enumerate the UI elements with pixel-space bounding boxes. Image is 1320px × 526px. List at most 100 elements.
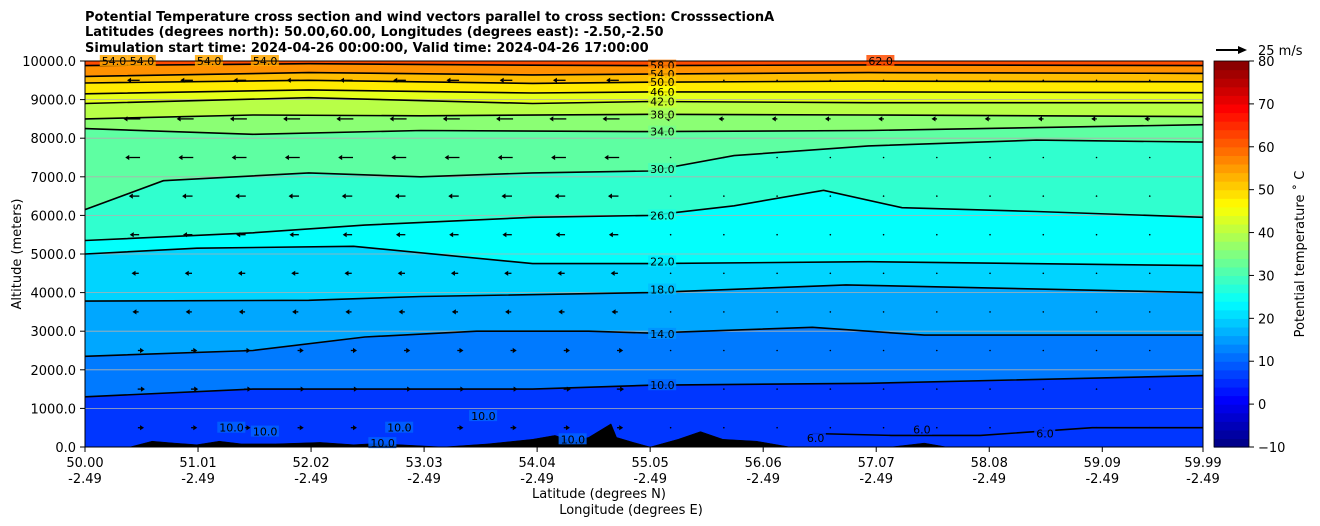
wind-arrow	[723, 426, 725, 429]
wind-arrow	[829, 156, 832, 159]
wind-arrow	[497, 154, 513, 161]
contour-label-bg	[804, 432, 826, 444]
wind-arrow	[1148, 349, 1151, 352]
y-axis-label: Altitude (meters)	[10, 199, 25, 310]
wind-arrow	[449, 232, 459, 238]
wind-arrow	[829, 349, 832, 352]
wind-arrow	[1148, 195, 1151, 197]
y-tick-label: 3000.0	[31, 325, 77, 340]
wind-arrow	[1144, 116, 1151, 122]
wind-arrow	[936, 195, 938, 197]
colorbar-band	[1214, 266, 1249, 277]
y-tick-label: 6000.0	[31, 209, 77, 224]
wind-arrow	[395, 193, 406, 199]
colorbar-band	[1214, 386, 1249, 397]
wind-arrow	[989, 388, 991, 390]
contour-label-bg	[648, 283, 677, 295]
contour-label: 10.0	[650, 379, 675, 392]
wind-arrow	[1095, 195, 1098, 197]
wind-arrow	[184, 270, 193, 276]
wind-arrow	[457, 347, 464, 354]
y-tick-label: 1000.0	[31, 402, 77, 417]
wind-arrow	[723, 233, 725, 236]
wind-arrow	[936, 311, 938, 313]
contour-label-bg	[1034, 427, 1056, 439]
wind-arrow	[1042, 272, 1045, 275]
wind-arrow	[125, 154, 141, 161]
chart-title-line-1: Potential Temperature cross section and …	[85, 10, 774, 25]
colorbar-tick-label: −10	[1258, 441, 1285, 456]
contour-label-bg	[217, 421, 246, 433]
colorbar-band	[1214, 95, 1249, 105]
wind-arrow	[504, 270, 512, 276]
quiver-key-label: 25 m/s	[1258, 44, 1303, 59]
wind-arrow	[669, 156, 672, 159]
contour-line-14	[85, 326, 1203, 358]
wind-arrow	[1095, 79, 1098, 82]
colorbar-band	[1214, 421, 1249, 431]
colorbar-band	[1214, 129, 1249, 139]
colorbar-tick-label: 70	[1258, 98, 1275, 113]
wind-arrow	[617, 347, 624, 354]
wind-arrow	[391, 154, 407, 161]
contour-line-22	[85, 245, 1203, 267]
wind-arrow	[776, 272, 778, 275]
x-tick-label-lat: 57.07	[858, 456, 895, 471]
wind-arrow	[669, 195, 672, 197]
wind-arrow	[1148, 156, 1151, 159]
x-tick-label-lon: -2.49	[972, 472, 1006, 487]
fill-band-54	[85, 63, 1203, 77]
wind-arrow	[555, 232, 566, 238]
y-ticks: 0.0 1000.0 2000.0 3000.0 4000.0 5000.0 6000.0 7…	[22, 55, 85, 456]
x-tick-label-lon: -2.49	[1186, 472, 1220, 487]
x-tick-label-lon: -2.49	[633, 472, 667, 487]
colorbar-band	[1214, 78, 1249, 88]
wind-arrow	[936, 349, 938, 352]
wind-arrow	[229, 116, 247, 122]
colorbar-tick-label: 60	[1258, 141, 1275, 156]
contour-label: 18.0	[650, 284, 675, 297]
contour-label: 38.0	[650, 108, 675, 121]
wind-arrow	[450, 270, 459, 276]
colorbar-band	[1214, 198, 1249, 208]
colorbar-band	[1214, 206, 1249, 216]
wind-arrow	[551, 154, 566, 161]
wind-arrow	[669, 311, 672, 313]
wind-arrow	[718, 116, 725, 122]
wind-arrow	[137, 386, 145, 392]
wind-arrow	[776, 156, 778, 159]
wind-arrow	[557, 270, 565, 276]
contour-line-6	[812, 426, 1203, 437]
y-tick-label: 4000.0	[31, 287, 77, 302]
wind-arrow	[297, 425, 304, 431]
wind-arrow	[669, 426, 672, 429]
contour-line-46	[85, 89, 1203, 95]
wind-arrow	[350, 347, 357, 354]
wind-arrow	[1037, 116, 1044, 122]
x-tick-label-lon: -2.49	[859, 472, 893, 487]
colorbar-band	[1214, 112, 1249, 122]
contour-line-50	[85, 79, 1203, 85]
wind-arrow	[398, 309, 405, 315]
wind-arrow	[341, 193, 353, 199]
wind-arrow	[288, 193, 300, 199]
wind-arrow	[984, 116, 991, 122]
wind-arrow	[989, 311, 991, 313]
wind-arrow	[231, 154, 247, 161]
wind-arrow	[723, 272, 725, 275]
contour-label: 6.0	[807, 432, 825, 445]
wind-arrow	[238, 309, 246, 315]
colorbar-band	[1214, 326, 1249, 337]
wind-arrow	[395, 232, 406, 238]
colorbar-band	[1214, 163, 1249, 174]
colorbar-band	[1214, 395, 1249, 405]
x-tick-label-lat: 53.03	[405, 456, 442, 471]
colorbar-band	[1214, 404, 1249, 414]
wind-arrow	[825, 116, 831, 122]
wind-arrow	[289, 232, 299, 238]
colorbar-band	[1214, 309, 1249, 319]
colorbar-band	[1214, 138, 1249, 148]
wind-arrow	[552, 77, 566, 83]
colorbar-band	[1214, 438, 1249, 448]
y-tick-label: 7000.0	[31, 171, 77, 186]
